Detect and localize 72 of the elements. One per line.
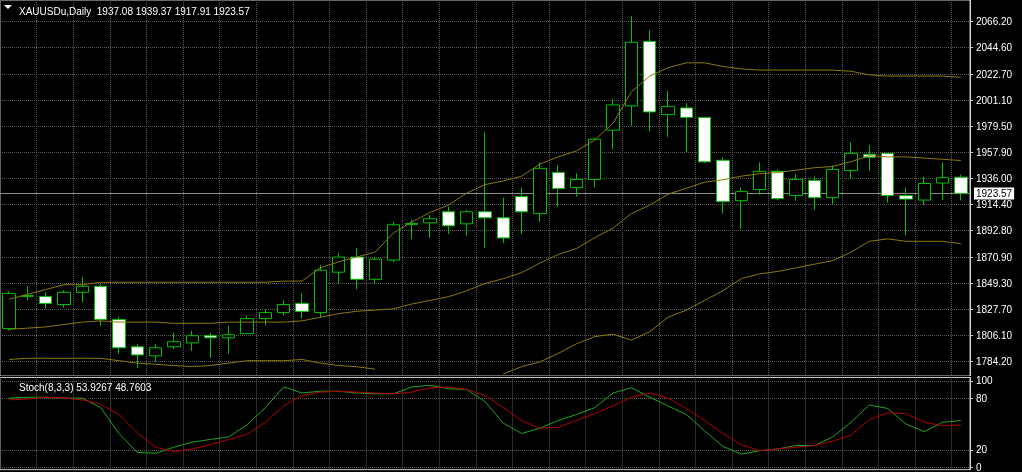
line-series: [8, 155, 962, 330]
candlestick: [186, 330, 199, 352]
candlestick: [771, 168, 784, 201]
y-tick-label: 2044.60: [976, 42, 1013, 54]
candlestick: [222, 325, 235, 355]
candlestick: [826, 164, 839, 206]
candlestick: [131, 343, 144, 369]
y-tick-label: 1892.80: [976, 225, 1013, 237]
candlestick: [735, 187, 748, 230]
candlestick: [899, 187, 913, 236]
y-tick-label: 0: [976, 461, 982, 472]
candlestick: [698, 116, 711, 164]
candlestick: [478, 131, 492, 249]
candlestick: [808, 175, 821, 211]
y-tick-label: 1936.00: [976, 173, 1013, 185]
candlestick: [497, 197, 510, 244]
y-tick-label: 1870.90: [976, 251, 1013, 263]
y-tick-label: 1914.40: [976, 199, 1013, 211]
y-tick-label: 2001.10: [976, 94, 1013, 106]
candlestick: [350, 247, 364, 290]
y-tick-label: 1979.50: [976, 120, 1013, 132]
y-tick-label: 1957.90: [976, 146, 1013, 158]
y-tick-label: 2066.20: [976, 16, 1013, 28]
candlestick: [94, 282, 107, 327]
candlestick: [39, 291, 52, 309]
candlestick: [387, 221, 400, 263]
y-tick-label: 2022.70: [976, 68, 1013, 80]
candlestick: [881, 152, 894, 204]
candlestick: [606, 98, 620, 150]
y-tick-label: 1827.70: [976, 303, 1013, 315]
candlestick: [936, 161, 949, 201]
candlestick: [954, 174, 968, 201]
candlestick: [259, 309, 272, 327]
candlestick: [552, 164, 565, 208]
candlestick: [295, 292, 309, 320]
candlestick: [515, 187, 528, 235]
candlestick: [753, 161, 766, 196]
line-series: [8, 62, 962, 300]
candlestick: [332, 252, 345, 284]
candlestick: [533, 161, 547, 223]
y-tick-label: 1849.30: [976, 277, 1013, 289]
candlestick: [918, 175, 931, 206]
y-tick-label: 1806.10: [976, 329, 1013, 341]
candlestick: [2, 290, 16, 332]
candlestick: [844, 141, 858, 179]
candlestick: [789, 173, 803, 202]
ref-line-label: 1923.57: [976, 188, 1013, 200]
candlestick: [442, 206, 455, 235]
candlestick: [643, 29, 656, 132]
candlestick: [112, 316, 126, 355]
candlestick: [460, 209, 473, 237]
chart-title: Stoch(8,3,3) 53.9267 48.7603: [19, 381, 152, 393]
candlestick: [625, 15, 638, 127]
candlestick: [167, 332, 181, 350]
y-tick-label: 100: [976, 375, 994, 387]
text: XAUUSDu,Daily 1937.08 1939.37 1917.91 1923.57: [19, 5, 251, 17]
candlestick: [57, 289, 71, 309]
y-tick-label: 1784.20: [976, 356, 1013, 368]
candlestick: [570, 172, 583, 198]
candlestick: [204, 332, 217, 359]
y-tick-label: 20: [976, 444, 988, 456]
candlestick: [369, 256, 382, 284]
candlestick: [680, 102, 693, 153]
candlestick: [314, 264, 327, 319]
candlestick: [716, 156, 730, 215]
candlestick: [423, 214, 437, 239]
candlestick: [76, 276, 89, 303]
candlestick: [149, 343, 162, 363]
candlestick: [277, 299, 290, 317]
candlestick: [661, 90, 675, 138]
candlestick: [588, 137, 601, 189]
y-tick-label: 80: [976, 392, 988, 404]
